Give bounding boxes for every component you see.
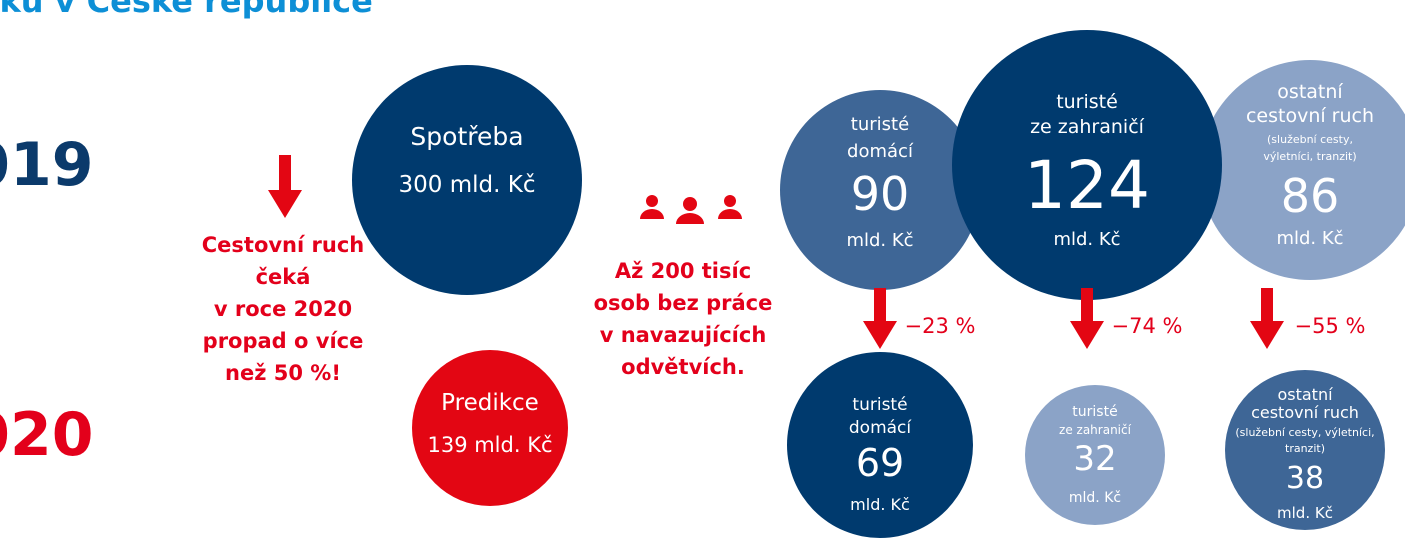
arrows	[268, 155, 1284, 349]
spending-label: Spotřeba	[410, 122, 523, 151]
spending-circle	[352, 65, 582, 295]
change-label: −23 %	[905, 314, 976, 338]
circle-value: 38	[1286, 461, 1324, 496]
circle-note: (služební cesty,	[1267, 133, 1353, 146]
circle-other-2020	[1225, 370, 1385, 530]
spending-value: 300 mld. Kč	[399, 172, 536, 198]
jobs-line: v navazujících	[600, 323, 767, 347]
person-head	[724, 195, 736, 207]
person-body	[718, 209, 742, 219]
circle-label: domácí	[849, 418, 913, 438]
circle-label: turisté	[852, 395, 907, 415]
circle-label: ze zahraničí	[1030, 116, 1145, 138]
warning-line: než 50 %!	[225, 361, 341, 385]
year-2019: 2019	[0, 130, 94, 200]
circle-label: cestovní ruch	[1246, 105, 1374, 127]
circle-domestic-2019	[780, 90, 980, 290]
circle-note: výletníci, tranzit)	[1263, 150, 1356, 163]
warning-line: čeká	[256, 265, 311, 289]
person-head	[646, 195, 658, 207]
arrow	[863, 288, 897, 349]
person-icons	[640, 195, 742, 224]
warning-line: propad o více	[203, 329, 364, 353]
circle-value: 86	[1281, 169, 1340, 223]
warning-line: Cestovní ruch	[202, 233, 364, 257]
change-label: −55 %	[1295, 314, 1366, 338]
circle-other-2019	[1200, 60, 1405, 280]
arrow	[268, 155, 302, 218]
circle-label: domácí	[847, 141, 914, 162]
circle-label: ostatní	[1277, 385, 1333, 404]
prediction-value: 139 mld. Kč	[427, 433, 552, 457]
circle-unit: mld. Kč	[1053, 229, 1120, 250]
person-head	[683, 197, 697, 211]
jobs-line: odvětvích.	[621, 355, 745, 379]
circle-label: ze zahraničí	[1059, 423, 1132, 437]
circle-value: 90	[851, 167, 910, 221]
circle-foreign-2020	[1025, 385, 1165, 525]
person-body	[640, 209, 664, 219]
circle-label: turisté	[851, 114, 909, 135]
arrow	[1070, 288, 1104, 349]
circle-value: 32	[1073, 439, 1116, 479]
year-2020: 2020	[0, 400, 94, 470]
circle-value: 124	[1024, 147, 1150, 224]
circle-unit: mld. Kč	[1276, 228, 1343, 249]
jobs-line: Až 200 tisíc	[615, 259, 751, 283]
circle-unit: mld. Kč	[1277, 504, 1333, 522]
jobs-line: osob bez práce	[594, 291, 773, 315]
circle-value: 69	[856, 441, 904, 485]
change-label: −74 %	[1112, 314, 1183, 338]
circle-unit: mld. Kč	[846, 230, 913, 251]
circle-unit: mld. Kč	[850, 495, 910, 514]
shapes	[268, 30, 1405, 538]
prediction-label: Predikce	[441, 390, 539, 416]
circle-note: (služební cesty, výletníci,	[1235, 426, 1374, 439]
circle-unit: mld. Kč	[1069, 490, 1121, 506]
prediction-circle	[412, 350, 568, 506]
title: Spotřeba návštěvníků v České republice	[0, 0, 373, 20]
circle-foreign-2019	[952, 30, 1222, 300]
circle-label: ostatní	[1277, 81, 1343, 103]
circle-label: turisté	[1056, 91, 1118, 113]
warning-line: v roce 2020	[214, 297, 352, 321]
circle-label: turisté	[1072, 404, 1117, 420]
circle-label: cestovní ruch	[1251, 403, 1359, 422]
person-body	[676, 213, 704, 224]
arrow	[1250, 288, 1284, 349]
circle-note: tranzit)	[1285, 442, 1325, 455]
circle-domestic-2020	[787, 352, 973, 538]
